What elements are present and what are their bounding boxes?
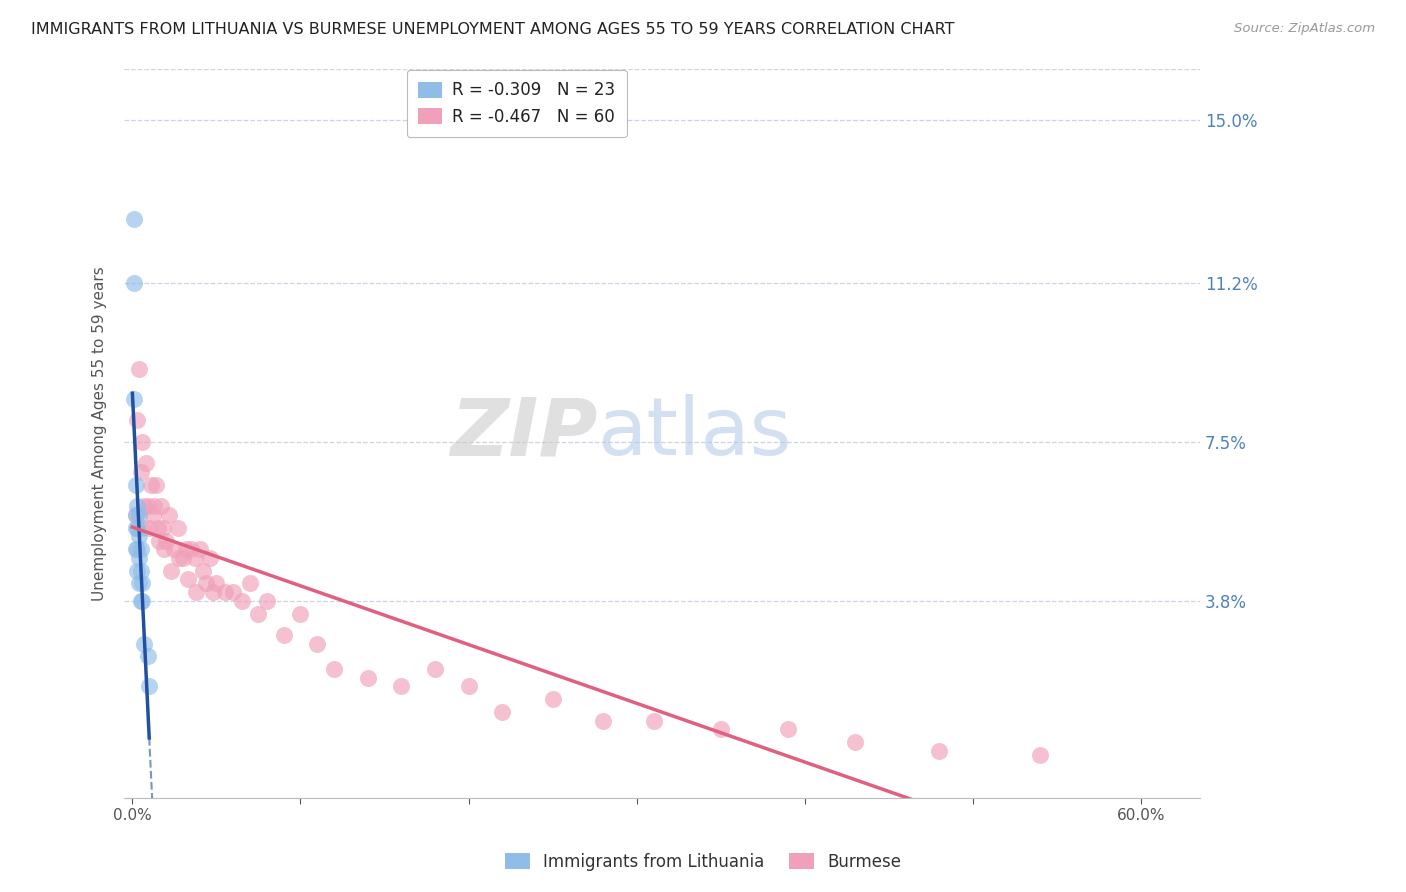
Point: [247, 607, 270, 621]
Point: [136, 649, 159, 664]
Point: [129, 593, 152, 607]
Point: [148, 533, 170, 548]
Point: [135, 456, 157, 470]
Point: [142, 508, 165, 522]
Point: [131, 434, 153, 449]
Point: [239, 576, 262, 591]
Point: [155, 533, 177, 548]
Point: [122, 211, 145, 226]
Text: Source: ZipAtlas.com: Source: ZipAtlas.com: [1234, 22, 1375, 36]
Point: [710, 723, 733, 737]
Point: [149, 500, 172, 514]
Point: [177, 572, 200, 586]
Text: ZIP: ZIP: [450, 394, 598, 472]
Point: [145, 477, 167, 491]
Point: [146, 521, 169, 535]
Point: [136, 500, 159, 514]
Point: [157, 508, 180, 522]
Point: [127, 564, 149, 578]
Point: [138, 521, 160, 535]
Point: [134, 636, 156, 650]
Point: [125, 477, 148, 491]
Y-axis label: Unemployment Among Ages 55 to 59 years: Unemployment Among Ages 55 to 59 years: [93, 266, 107, 600]
Point: [290, 607, 312, 621]
Point: [592, 714, 614, 728]
Point: [127, 521, 149, 535]
Point: [131, 593, 153, 607]
Point: [160, 564, 183, 578]
Point: [256, 593, 278, 607]
Point: [389, 680, 412, 694]
Point: [127, 413, 149, 427]
Point: [928, 744, 950, 758]
Point: [1029, 748, 1052, 763]
Point: [174, 542, 197, 557]
Point: [128, 508, 150, 522]
Point: [129, 542, 152, 557]
Point: [457, 680, 479, 694]
Point: [129, 564, 152, 578]
Point: [131, 576, 153, 591]
Point: [205, 576, 228, 591]
Point: [152, 521, 174, 535]
Point: [128, 550, 150, 565]
Point: [214, 585, 236, 599]
Point: [163, 542, 186, 557]
Point: [323, 662, 346, 676]
Point: [491, 705, 513, 719]
Point: [122, 276, 145, 290]
Point: [138, 680, 160, 694]
Point: [273, 628, 295, 642]
Legend: Immigrants from Lithuania, Burmese: Immigrants from Lithuania, Burmese: [496, 845, 910, 880]
Point: [134, 500, 156, 514]
Point: [139, 477, 162, 491]
Point: [125, 521, 148, 535]
Point: [222, 585, 245, 599]
Point: [131, 521, 153, 535]
Point: [188, 542, 211, 557]
Point: [128, 529, 150, 543]
Point: [169, 550, 191, 565]
Text: atlas: atlas: [598, 394, 792, 472]
Legend: R = -0.309   N = 23, R = -0.467   N = 60: R = -0.309 N = 23, R = -0.467 N = 60: [406, 70, 627, 137]
Point: [195, 576, 218, 591]
Point: [202, 585, 225, 599]
Point: [198, 550, 221, 565]
Point: [122, 392, 145, 406]
Point: [172, 550, 194, 565]
Point: [143, 500, 166, 514]
Point: [191, 564, 214, 578]
Point: [776, 723, 799, 737]
Point: [541, 692, 564, 706]
Point: [125, 508, 148, 522]
Point: [125, 542, 148, 557]
Point: [844, 735, 866, 749]
Point: [423, 662, 446, 676]
Point: [128, 362, 150, 376]
Point: [643, 714, 665, 728]
Point: [231, 593, 253, 607]
Point: [183, 550, 205, 565]
Point: [307, 636, 329, 650]
Point: [128, 576, 150, 591]
Point: [129, 465, 152, 479]
Point: [186, 585, 208, 599]
Text: IMMIGRANTS FROM LITHUANIA VS BURMESE UNEMPLOYMENT AMONG AGES 55 TO 59 YEARS CORR: IMMIGRANTS FROM LITHUANIA VS BURMESE UNE…: [31, 22, 955, 37]
Point: [127, 542, 149, 557]
Point: [127, 500, 149, 514]
Point: [125, 508, 148, 522]
Point: [166, 521, 188, 535]
Point: [357, 671, 380, 685]
Point: [180, 542, 202, 557]
Point: [153, 542, 176, 557]
